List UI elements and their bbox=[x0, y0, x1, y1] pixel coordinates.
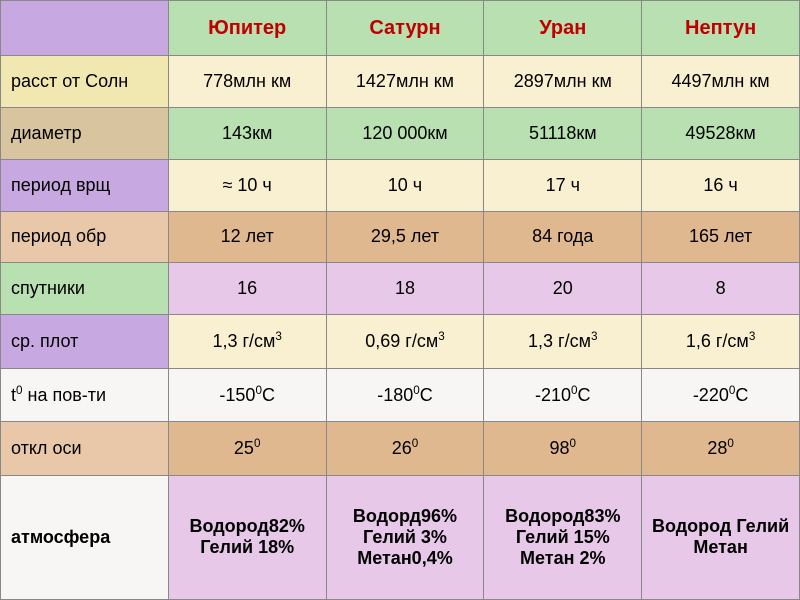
row-label: спутники bbox=[1, 263, 169, 315]
table-cell: 165 лет bbox=[642, 211, 800, 263]
table-row: период обр12 лет29,5 лет84 года165 лет bbox=[1, 211, 800, 263]
table-cell: 51118км bbox=[484, 108, 642, 160]
table-row: ср. плот1,3 г/см30,69 г/см31,3 г/см31,6 … bbox=[1, 315, 800, 369]
header-jupiter: Юпитер bbox=[168, 1, 326, 56]
table-cell: 16 bbox=[168, 263, 326, 315]
table-cell: 18 bbox=[326, 263, 484, 315]
table-cell: -2200С bbox=[642, 368, 800, 422]
table-cell: 0,69 г/см3 bbox=[326, 315, 484, 369]
row-label: период обр bbox=[1, 211, 169, 263]
table-cell: 20 bbox=[484, 263, 642, 315]
table-cell: Водород82% Гелий 18% bbox=[168, 475, 326, 599]
row-label: атмосфера bbox=[1, 475, 169, 599]
row-label: диаметр bbox=[1, 108, 169, 160]
table-cell: 84 года bbox=[484, 211, 642, 263]
table-cell: -2100С bbox=[484, 368, 642, 422]
table-row: расст от Солн778млн км1427млн км2897млн … bbox=[1, 56, 800, 108]
header-blank bbox=[1, 1, 169, 56]
row-label: период врщ bbox=[1, 159, 169, 211]
table-cell: 2897млн км bbox=[484, 56, 642, 108]
table-cell: 29,5 лет bbox=[326, 211, 484, 263]
table-cell: 280 bbox=[642, 422, 800, 476]
header-saturn: Сатурн bbox=[326, 1, 484, 56]
table-cell: 1,6 г/см3 bbox=[642, 315, 800, 369]
table-cell: -1800С bbox=[326, 368, 484, 422]
table-cell: 12 лет bbox=[168, 211, 326, 263]
row-label: расст от Солн bbox=[1, 56, 169, 108]
table-row: период врщ≈ 10 ч10 ч17 ч16 ч bbox=[1, 159, 800, 211]
table-cell: 980 bbox=[484, 422, 642, 476]
header-neptune: Нептун bbox=[642, 1, 800, 56]
table-cell: 260 bbox=[326, 422, 484, 476]
table-cell: 143км bbox=[168, 108, 326, 160]
table-cell: 1427млн км bbox=[326, 56, 484, 108]
table-cell: 250 bbox=[168, 422, 326, 476]
table-cell: 8 bbox=[642, 263, 800, 315]
table-cell: 120 000км bbox=[326, 108, 484, 160]
table-row: диаметр143км120 000км51118км49528км bbox=[1, 108, 800, 160]
table-cell: 17 ч bbox=[484, 159, 642, 211]
table-cell: 16 ч bbox=[642, 159, 800, 211]
table-cell: 10 ч bbox=[326, 159, 484, 211]
table-cell: ≈ 10 ч bbox=[168, 159, 326, 211]
table-cell: 1,3 г/см3 bbox=[168, 315, 326, 369]
table-cell: 1,3 г/см3 bbox=[484, 315, 642, 369]
table-row: откл оси250260980280 bbox=[1, 422, 800, 476]
table-cell: 49528км bbox=[642, 108, 800, 160]
table-row: t0 на пов-ти-1500С-1800С-2100С-2200С bbox=[1, 368, 800, 422]
table-cell: -1500С bbox=[168, 368, 326, 422]
header-row: Юпитер Сатурн Уран Нептун bbox=[1, 1, 800, 56]
table-cell: 778млн км bbox=[168, 56, 326, 108]
row-label: откл оси bbox=[1, 422, 169, 476]
row-label: ср. плот bbox=[1, 315, 169, 369]
table-row: спутники1618208 bbox=[1, 263, 800, 315]
table-cell: Водород Гелий Метан bbox=[642, 475, 800, 599]
row-label: t0 на пов-ти bbox=[1, 368, 169, 422]
header-uranus: Уран bbox=[484, 1, 642, 56]
table-cell: Водород83% Гелий 15% Метан 2% bbox=[484, 475, 642, 599]
table-cell: Водорд96% Гелий 3% Метан0,4% bbox=[326, 475, 484, 599]
table-cell: 4497млн км bbox=[642, 56, 800, 108]
planets-table: Юпитер Сатурн Уран Нептун расст от Солн7… bbox=[0, 0, 800, 600]
table-row: атмосфераВодород82% Гелий 18%Водорд96% Г… bbox=[1, 475, 800, 599]
